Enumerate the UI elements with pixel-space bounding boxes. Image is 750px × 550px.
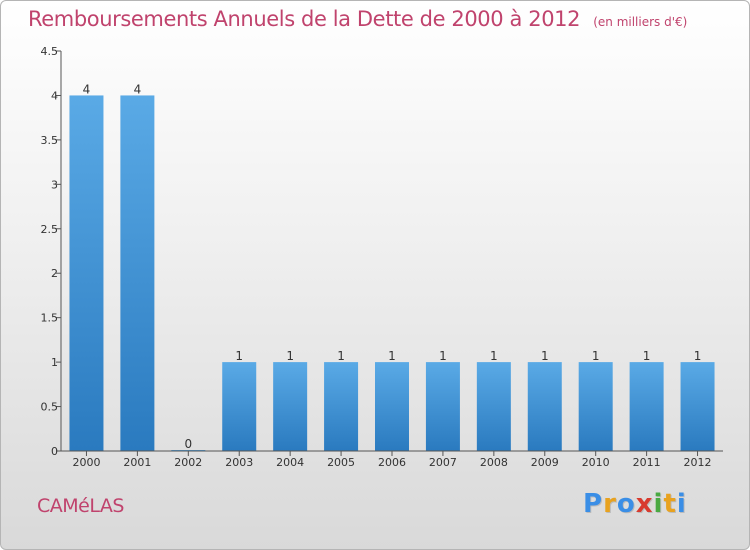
commune-name: CAMéLAS (37, 495, 124, 517)
bar-2007 (425, 362, 460, 451)
x-tick-label: 2006 (378, 456, 406, 469)
bar-2009 (527, 362, 562, 451)
value-label-2001: 4 (134, 82, 142, 96)
bar-2005 (324, 362, 359, 451)
x-tick-label: 2005 (327, 456, 355, 469)
proxiti-logo: Proxiti (583, 489, 687, 519)
bar-2003 (222, 362, 257, 451)
bars-layer (69, 95, 715, 451)
bar-2006 (375, 362, 409, 451)
value-label-2003: 1 (235, 349, 243, 363)
x-tick-label: 2009 (531, 456, 559, 469)
chart-title: Remboursements Annuels de la Dette de 20… (28, 7, 581, 31)
y-tick-label: 1.5 (41, 312, 59, 325)
logo-letter: t (663, 489, 677, 519)
y-tick-label: 0 (51, 445, 58, 458)
labels-layer: 0 0.5 1 1.5 2 2.5 3 3.5 4 4.5 2000 4 2001 4 2002 0 2003 1… (41, 45, 712, 469)
bar-2004 (273, 362, 308, 451)
y-tick-label: 2 (51, 267, 58, 280)
logo-letter: i (676, 489, 687, 519)
x-tick-label: 2012 (684, 456, 712, 469)
logo-letter: x (635, 489, 654, 519)
logo-letter: r (603, 489, 617, 519)
y-tick-label: 3.5 (41, 134, 59, 147)
value-label-2007: 1 (439, 349, 447, 363)
x-tick-label: 2008 (480, 456, 508, 469)
x-tick-label: 2011 (633, 456, 661, 469)
x-tick-label: 2007 (429, 456, 457, 469)
value-label-2006: 1 (388, 349, 396, 363)
value-label-2011: 1 (643, 349, 651, 363)
chart-unit: (en milliers d'€) (593, 15, 688, 29)
y-tick-label: 2.5 (41, 223, 59, 236)
value-label-2009: 1 (541, 349, 549, 363)
x-tick-label: 2010 (582, 456, 610, 469)
bar-2011 (629, 362, 664, 451)
x-tick-label: 2003 (225, 456, 253, 469)
logo-letter: o (616, 489, 636, 519)
logo-letter: i (653, 489, 664, 519)
value-label-2012: 1 (694, 349, 702, 363)
x-tick-label: 2004 (276, 456, 304, 469)
y-tick-label: 1 (51, 356, 58, 369)
x-tick-label: 2002 (174, 456, 202, 469)
bar-2008 (476, 362, 511, 451)
y-tick-label: 4 (51, 89, 58, 102)
value-label-2005: 1 (337, 349, 345, 363)
x-tick-label: 2001 (123, 456, 151, 469)
y-tick-label: 4.5 (41, 45, 59, 58)
title-row: Remboursements Annuels de la Dette de 20… (28, 7, 687, 31)
x-tick-label: 2000 (72, 456, 100, 469)
y-tick-label: 3 (51, 178, 58, 191)
value-label-2002: 0 (184, 437, 192, 451)
bar-2012 (680, 362, 715, 451)
logo-letter: P (583, 489, 604, 519)
axis-layer (56, 50, 723, 456)
value-label-2004: 1 (286, 349, 294, 363)
bar-2000 (69, 95, 104, 451)
value-label-2010: 1 (592, 349, 600, 363)
bar-2001 (120, 95, 155, 451)
y-tick-label: 0.5 (41, 401, 59, 414)
bar-2010 (578, 362, 613, 451)
value-label-2000: 4 (83, 82, 91, 96)
value-label-2008: 1 (490, 349, 498, 363)
